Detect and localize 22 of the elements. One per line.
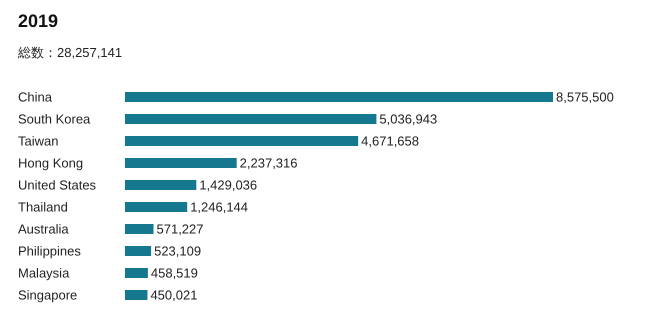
category-label: China	[18, 90, 52, 104]
category-label: Taiwan	[18, 134, 58, 148]
data-label: 1,429,036	[199, 178, 258, 192]
category-label: United States	[18, 178, 96, 192]
category-label: Hong Kong	[18, 156, 84, 170]
category-label: Philippines	[18, 244, 81, 258]
data-label: 4,671,658	[361, 134, 419, 148]
data-label: 571,227	[156, 222, 204, 236]
category-label: Thailand	[18, 200, 68, 214]
data-label: 8,575,500	[556, 90, 614, 104]
data-label: 458,519	[150, 266, 198, 280]
data-label: 523,109	[154, 244, 202, 258]
data-label: 450,021	[150, 288, 198, 302]
category-label: Australia	[18, 222, 69, 236]
data-label: 2,237,316	[240, 156, 298, 170]
category-label: Singapore	[18, 288, 78, 302]
data-label: 5,036,943	[379, 112, 438, 126]
title: 2019	[18, 11, 58, 31]
category-label: Malaysia	[18, 266, 70, 280]
subtitle: 総数：28,257,141	[18, 45, 122, 60]
data-label: 1,246,144	[190, 200, 248, 214]
category-label: South Korea	[18, 112, 90, 126]
